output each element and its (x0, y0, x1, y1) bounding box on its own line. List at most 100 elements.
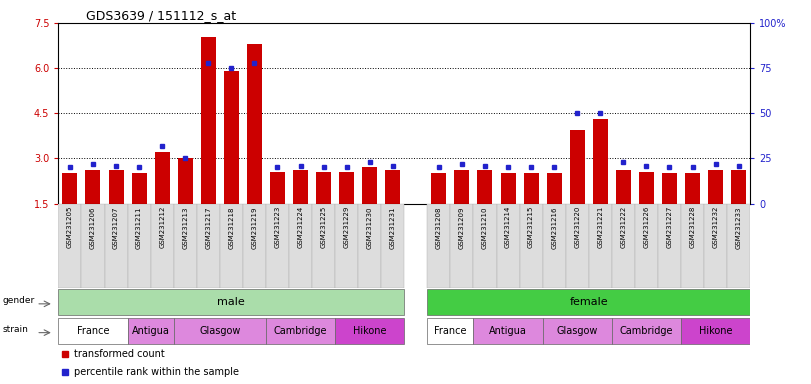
FancyBboxPatch shape (312, 204, 335, 288)
Bar (685, 174, 700, 204)
FancyBboxPatch shape (266, 318, 335, 344)
FancyBboxPatch shape (427, 318, 474, 344)
Text: GSM231222: GSM231222 (620, 206, 626, 248)
Text: Antigua: Antigua (489, 326, 527, 336)
FancyBboxPatch shape (174, 318, 266, 344)
Bar (547, 174, 562, 204)
Text: GSM231217: GSM231217 (205, 206, 212, 248)
FancyBboxPatch shape (335, 318, 405, 344)
FancyBboxPatch shape (474, 318, 543, 344)
Bar (708, 170, 723, 204)
FancyBboxPatch shape (474, 204, 496, 288)
Bar (363, 167, 377, 204)
Bar (316, 172, 331, 204)
Text: female: female (569, 297, 608, 308)
Text: GSM231212: GSM231212 (159, 206, 165, 248)
FancyBboxPatch shape (635, 204, 658, 288)
FancyBboxPatch shape (58, 204, 81, 288)
Bar (732, 170, 746, 204)
FancyBboxPatch shape (520, 204, 543, 288)
Text: Hikone: Hikone (699, 326, 732, 336)
FancyBboxPatch shape (127, 204, 151, 288)
Text: GSM231227: GSM231227 (667, 206, 672, 248)
FancyBboxPatch shape (589, 204, 611, 288)
Text: GSM231213: GSM231213 (182, 206, 188, 248)
Text: GSM231225: GSM231225 (320, 206, 327, 248)
FancyBboxPatch shape (381, 204, 405, 288)
Text: GSM231221: GSM231221 (597, 206, 603, 248)
FancyBboxPatch shape (450, 204, 474, 288)
Bar (85, 170, 101, 204)
Bar (385, 170, 401, 204)
Text: Antigua: Antigua (131, 326, 169, 336)
FancyBboxPatch shape (658, 204, 681, 288)
FancyBboxPatch shape (127, 318, 174, 344)
Bar (224, 71, 238, 204)
Text: transformed count: transformed count (74, 349, 165, 359)
FancyBboxPatch shape (58, 290, 405, 315)
FancyBboxPatch shape (704, 204, 727, 288)
Bar (201, 36, 216, 204)
FancyBboxPatch shape (151, 204, 174, 288)
Text: GSM231229: GSM231229 (344, 206, 350, 248)
FancyBboxPatch shape (358, 204, 381, 288)
FancyBboxPatch shape (681, 204, 704, 288)
Bar (478, 170, 492, 204)
Text: GSM231228: GSM231228 (689, 206, 696, 248)
Text: GSM231218: GSM231218 (229, 206, 234, 248)
FancyBboxPatch shape (220, 204, 242, 288)
Text: GSM231215: GSM231215 (528, 206, 534, 248)
Bar (155, 152, 169, 204)
Bar (524, 174, 539, 204)
FancyBboxPatch shape (105, 204, 127, 288)
FancyBboxPatch shape (174, 204, 197, 288)
Bar (131, 174, 147, 204)
FancyBboxPatch shape (681, 318, 750, 344)
Bar (662, 174, 677, 204)
FancyBboxPatch shape (335, 204, 358, 288)
Text: Glasgow: Glasgow (556, 326, 598, 336)
Bar (293, 170, 308, 204)
FancyBboxPatch shape (427, 204, 450, 288)
Text: GSM231208: GSM231208 (436, 206, 442, 248)
Bar (109, 170, 123, 204)
FancyBboxPatch shape (266, 204, 289, 288)
Text: GSM231231: GSM231231 (390, 206, 396, 248)
Text: GSM231211: GSM231211 (136, 206, 142, 248)
FancyBboxPatch shape (543, 204, 566, 288)
Text: gender: gender (3, 296, 35, 305)
FancyBboxPatch shape (543, 318, 611, 344)
FancyBboxPatch shape (566, 204, 589, 288)
Text: male: male (217, 297, 245, 308)
Text: GSM231209: GSM231209 (459, 206, 465, 248)
Text: GSM231232: GSM231232 (713, 206, 719, 248)
Text: Glasgow: Glasgow (200, 326, 241, 336)
Bar (339, 172, 354, 204)
Text: Hikone: Hikone (353, 326, 387, 336)
FancyBboxPatch shape (289, 204, 312, 288)
Text: France: France (77, 326, 109, 336)
Text: GSM231214: GSM231214 (505, 206, 511, 248)
Text: France: France (434, 326, 466, 336)
Text: GSM231207: GSM231207 (113, 206, 119, 248)
FancyBboxPatch shape (611, 318, 681, 344)
Text: GDS3639 / 151112_s_at: GDS3639 / 151112_s_at (86, 9, 236, 22)
Text: GSM231233: GSM231233 (736, 206, 741, 248)
FancyBboxPatch shape (197, 204, 220, 288)
Text: GSM231216: GSM231216 (551, 206, 557, 248)
Text: GSM231219: GSM231219 (251, 206, 257, 248)
Bar (178, 159, 193, 204)
FancyBboxPatch shape (81, 204, 105, 288)
Text: GSM231224: GSM231224 (298, 206, 303, 248)
Bar (247, 44, 262, 204)
FancyBboxPatch shape (727, 204, 750, 288)
Text: percentile rank within the sample: percentile rank within the sample (74, 366, 238, 377)
FancyBboxPatch shape (427, 290, 750, 315)
Bar (593, 119, 607, 204)
FancyBboxPatch shape (496, 204, 520, 288)
Text: GSM231206: GSM231206 (90, 206, 96, 248)
Text: Cambridge: Cambridge (274, 326, 328, 336)
Text: GSM231210: GSM231210 (482, 206, 488, 248)
Text: GSM231205: GSM231205 (67, 206, 73, 248)
Bar (639, 172, 654, 204)
